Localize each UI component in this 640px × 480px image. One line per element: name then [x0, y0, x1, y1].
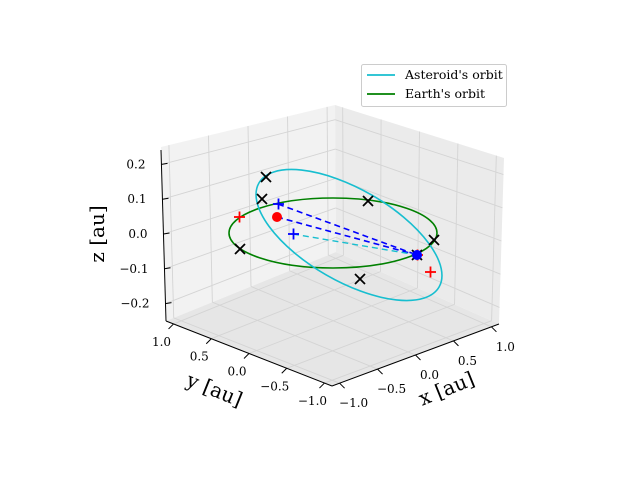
grid-line-x: [250, 286, 416, 356]
x-tick-mark: [453, 340, 459, 347]
z-tick-label: −0.1: [119, 262, 148, 276]
z-tick-mark: [161, 162, 168, 165]
y-tick-mark: [205, 338, 212, 345]
x-tick-label: −1.0: [339, 396, 368, 410]
dashed-line-1: [277, 203, 418, 256]
z-tick-label: 0.2: [126, 157, 145, 171]
grid-lines: [161, 106, 504, 384]
grid-line-y: [454, 143, 459, 305]
blue-plus-marker: [288, 228, 299, 240]
x-tick-mark: [339, 382, 345, 389]
y-tick-mark: [168, 323, 174, 330]
z-axis-line: [160, 149, 167, 322]
z-tick-mark: [165, 302, 172, 305]
grid-line-y: [491, 155, 497, 321]
dashed-line-2: [276, 216, 418, 256]
z-axis-label: z [au]: [85, 205, 109, 262]
grid-line-x: [247, 125, 252, 287]
x-tick-label: 0.5: [458, 354, 477, 368]
red-plus-marker: [234, 211, 245, 223]
y-tick-mark: [243, 353, 250, 359]
dashed-line-3: [292, 233, 418, 256]
grid-line-y: [417, 131, 420, 289]
earth-orbit-line: [228, 197, 438, 269]
black-cross-marker: [362, 195, 374, 207]
grid-line-x: [208, 135, 213, 303]
z-tick-label: 0.0: [128, 227, 147, 241]
z-tick-mark: [163, 232, 170, 235]
grid-line-x: [168, 145, 175, 318]
z-tick-mark: [164, 267, 171, 270]
z-tick-label: −0.2: [120, 297, 149, 311]
blue-plus-markers: [273, 198, 299, 240]
legend-label-asteroid: Asteroid's orbit: [404, 67, 503, 82]
z-tick-mark: [162, 197, 169, 200]
red-dot-marker: [272, 212, 282, 222]
grid-line-x: [287, 116, 291, 271]
y-tick-label: −1.0: [298, 394, 327, 408]
y-tick-mark: [319, 382, 325, 389]
y-tick-label: 1.0: [152, 335, 171, 349]
grid-line-y: [380, 119, 382, 272]
legend-label-earth: Earth's orbit: [405, 86, 485, 101]
pane-floor: [166, 252, 499, 386]
y-tick-label: 0.0: [227, 365, 246, 379]
x-tick-mark: [491, 326, 497, 333]
z-tick-label: 0.1: [127, 192, 146, 206]
grid-line-x: [173, 317, 340, 384]
black-cross-marker: [256, 193, 268, 205]
red-plus-marker: [425, 266, 436, 278]
black-cross-marker: [260, 171, 272, 183]
blue-plus-marker: [273, 198, 284, 210]
blue-dot-marker: [412, 250, 422, 260]
asteroid-orbit-line: [255, 168, 443, 302]
grid-line-x: [212, 301, 378, 370]
pane-back-right: [335, 105, 504, 324]
y-tick-mark: [281, 367, 288, 374]
black-cross-marker: [428, 234, 440, 246]
x-tick-mark: [415, 354, 421, 361]
axis-ticks: 0.2 0.1 0.0 −0.1 −0.2 1.0 0.5 0.0 −0.5 −1.0 −1.0 −0…: [119, 157, 515, 410]
grid-line-x: [289, 270, 454, 342]
x-tick-label: 0.0: [420, 368, 439, 382]
legend: Asteroid's orbit Earth's orbit: [361, 64, 507, 107]
black-cross-marker: [354, 273, 366, 285]
x-tick-label: 1.0: [496, 340, 515, 354]
x-tick-label: −0.5: [377, 382, 406, 396]
legend-box: [361, 64, 507, 107]
y-tick-label: −0.5: [260, 379, 289, 393]
x-tick-mark: [377, 368, 383, 375]
y-tick-label: 0.5: [190, 350, 209, 364]
black-cross-marker: [234, 243, 246, 255]
